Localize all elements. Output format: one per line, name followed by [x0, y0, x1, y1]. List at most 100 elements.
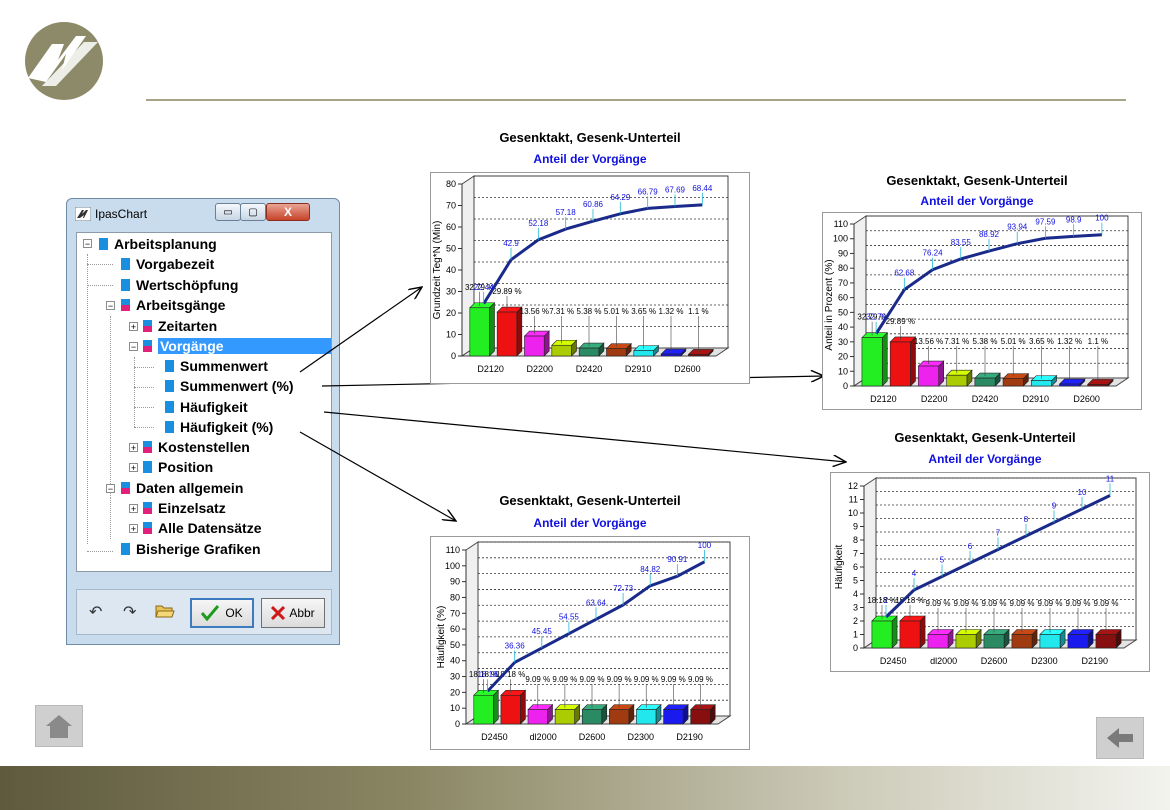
y-tick-label: 3	[853, 603, 858, 613]
bar-percent-label: 9.09 %	[552, 675, 577, 684]
cumulative-value-label: 93.94	[1007, 223, 1028, 232]
home-button[interactable]	[35, 705, 83, 747]
tree-line	[134, 387, 154, 388]
bar-percent-label: 32.79 %	[465, 283, 494, 292]
cumulative-value-label: 11	[1106, 475, 1115, 484]
bar	[609, 709, 630, 725]
back-arrow-icon	[1107, 728, 1133, 748]
bar-percent-label: 13.56 %	[520, 307, 549, 316]
x-tick-label: D2600	[1073, 394, 1100, 404]
back-button[interactable]	[1096, 717, 1144, 759]
bar	[955, 634, 977, 649]
expand-toggle[interactable]: +	[129, 463, 138, 473]
window-title: IpasChart	[95, 207, 148, 221]
bar	[1011, 634, 1033, 649]
cumulative-value-label: 9	[1052, 502, 1057, 511]
chart-summenwert-pct: 0 10 20 30 40 50 60 70 80 90 100 110 Anteil in Proze…	[822, 212, 1142, 410]
logo-icon	[25, 22, 103, 100]
collapse-toggle[interactable]: −	[129, 342, 138, 352]
close-button[interactable]: X	[266, 203, 310, 221]
window-titlebar[interactable]: IpasChart ▭ ▢ X	[67, 199, 339, 229]
tree-item-kostenstellen[interactable]: Kostenstellen	[143, 437, 250, 457]
x-tick-label: D2600	[981, 656, 1008, 666]
x-tick-label: D2300	[628, 732, 655, 742]
cumulative-value-label: 8	[1024, 515, 1029, 524]
collapse-toggle[interactable]: −	[83, 239, 92, 249]
bar	[660, 353, 682, 357]
bar	[946, 374, 968, 387]
x-tick-label: D2910	[1023, 394, 1050, 404]
bar-side	[891, 615, 898, 649]
redo-icon[interactable]: ↷	[123, 604, 137, 621]
tree-item-vorgaenge[interactable]: Vorgänge	[143, 336, 331, 356]
tree-item-einzelsatz[interactable]: Einzelsatz	[143, 498, 226, 518]
cumulative-value-label: 54.55	[559, 613, 580, 622]
expand-toggle[interactable]: +	[129, 322, 138, 332]
bar	[500, 694, 521, 725]
tree-item-daten-allgemein[interactable]: Daten allgemein	[121, 478, 243, 498]
cumulative-value-label: 100	[698, 541, 712, 550]
bar-percent-label: 13.56 %	[914, 337, 943, 346]
x-tick-label: D2450	[880, 656, 907, 666]
cumulative-value-label: 64.29	[610, 193, 631, 202]
ok-button[interactable]: OK	[190, 598, 254, 628]
bar-percent-label: 18.18 %	[496, 670, 525, 679]
tree-item-arbeitsgaenge[interactable]: Arbeitsgänge	[121, 295, 225, 315]
undo-icon[interactable]: ↶	[89, 604, 103, 621]
expand-toggle[interactable]: +	[129, 504, 138, 514]
bar-percent-label: 9.09 %	[954, 599, 979, 608]
collapse-toggle[interactable]: −	[106, 301, 115, 311]
tree-item-zeitarten[interactable]: Zeitarten	[143, 316, 217, 336]
y-tick-label: 60	[450, 624, 460, 634]
expand-toggle[interactable]: +	[129, 443, 138, 453]
y-tick-label: 40	[446, 265, 456, 275]
cumulative-value-label: 10	[1078, 488, 1087, 497]
leaf-icon	[121, 279, 130, 291]
bar-side	[919, 615, 926, 649]
open-folder-icon[interactable]	[155, 603, 175, 619]
tree-item-haeufigkeit[interactable]: Häufigkeit	[165, 397, 248, 417]
bar-side	[520, 689, 526, 725]
tree-view[interactable]: − − + − + + − + + Arbeitsplanung Vorgabe…	[76, 232, 332, 572]
tree-item-arbeitsplanung[interactable]: Arbeitsplanung	[99, 234, 217, 254]
y-tick-label: 0	[843, 381, 848, 391]
x-tick-label: D2190	[676, 732, 703, 742]
bar-percent-label: 9.09 %	[580, 675, 605, 684]
collapse-toggle[interactable]: −	[106, 484, 115, 494]
bar	[633, 350, 654, 357]
arrow-to-haeufigkeit-pct-chart	[299, 431, 456, 521]
cumulative-value-label: 62.68	[894, 269, 915, 278]
tree-item-alle-datensaetze[interactable]: Alle Datensätze	[143, 518, 261, 538]
tree-line	[87, 254, 88, 544]
y-tick-label: 80	[450, 592, 460, 602]
tree-item-position[interactable]: Position	[143, 457, 213, 477]
y-tick-label: 1	[853, 630, 858, 640]
tree-item-wertschoepfung[interactable]: Wertschöpfung	[121, 275, 238, 295]
y-axis-label: Grundzeit Teg*N (Min)	[432, 221, 443, 320]
bar	[688, 354, 709, 357]
bar	[918, 365, 940, 387]
cumulative-value-label: 42.9	[503, 239, 519, 248]
cumulative-value-label: 68.44	[692, 184, 713, 193]
tree-line	[110, 497, 111, 539]
tree-item-vorgabezeit[interactable]: Vorgabezeit	[121, 254, 214, 274]
y-tick-label: 10	[848, 508, 858, 518]
y-tick-label: 10	[446, 330, 456, 340]
maximize-button[interactable]: ▢	[240, 203, 266, 221]
tree-line	[87, 551, 113, 552]
cumulative-value-label: 72.73	[613, 584, 634, 593]
tree-item-summenwert[interactable]: Summenwert	[165, 356, 268, 376]
cancel-button[interactable]: Abbr	[261, 598, 325, 628]
folder-icon	[143, 502, 152, 514]
tree-item-bisherige-grafiken[interactable]: Bisherige Grafiken	[121, 539, 261, 559]
tree-item-summenwert-pct[interactable]: Summenwert (%)	[165, 376, 294, 396]
folder-icon	[121, 482, 130, 494]
bar-percent-label: 9.09 %	[1010, 599, 1035, 608]
cumulative-value-label: 5	[940, 556, 945, 565]
bar	[496, 311, 518, 357]
chart-3-title: Gesenktakt, Gesenk-Unterteil	[894, 430, 1076, 445]
expand-toggle[interactable]: +	[129, 524, 138, 534]
chart-2-subtitle: Anteil der Vorgänge	[920, 194, 1034, 208]
tree-item-haeufigkeit-pct[interactable]: Häufigkeit (%)	[165, 417, 273, 437]
leaf-icon	[165, 380, 174, 392]
